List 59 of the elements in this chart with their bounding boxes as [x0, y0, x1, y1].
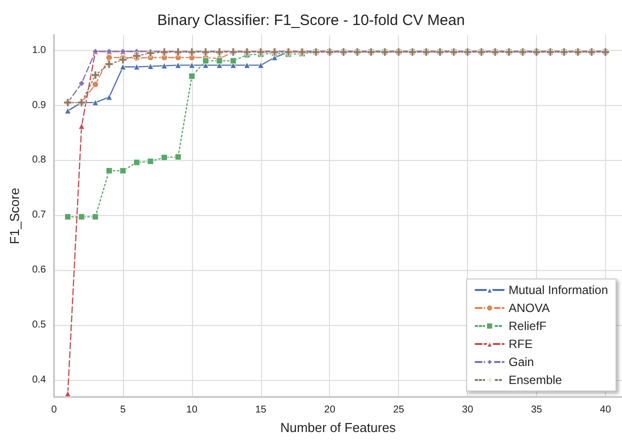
x-tick-label: 40: [600, 404, 612, 416]
point: [244, 62, 250, 68]
point: [78, 214, 85, 220]
x-tick-label: 35: [530, 404, 543, 416]
point: [64, 214, 72, 220]
point: [133, 159, 140, 166]
point: [174, 154, 182, 160]
point: [174, 62, 182, 68]
point: [78, 122, 85, 130]
point: [64, 108, 72, 114]
legend-label: ReliefF: [508, 319, 547, 333]
point: [91, 70, 100, 80]
legend-label: Ensemble: [508, 373, 562, 387]
y-tick-label: 0.8: [32, 154, 46, 166]
x-tick-label: 30: [462, 404, 474, 416]
x-tick-label: 0: [51, 404, 58, 416]
point: [147, 158, 154, 165]
point: [64, 390, 72, 397]
point: [104, 60, 114, 68]
point: [258, 62, 264, 68]
chart-title: Binary Classifier: F1_Score - 10-fold CV Mean: [157, 12, 465, 29]
point: [132, 52, 141, 60]
y-axis-title: F1_Score: [7, 188, 22, 244]
point: [92, 81, 99, 88]
point: [188, 62, 196, 68]
point: [106, 54, 112, 61]
legend-label: Gain: [508, 355, 534, 369]
x-tick-label: 10: [186, 404, 198, 416]
point: [230, 58, 236, 64]
point: [92, 214, 99, 220]
legend-label: ANOVA: [508, 301, 550, 315]
point: [202, 58, 209, 64]
point: [146, 48, 155, 58]
point: [92, 99, 99, 106]
point: [188, 72, 196, 80]
legend-label: RFE: [508, 337, 533, 351]
y-tick-label: 0.7: [32, 210, 46, 221]
x-tick-label: 25: [393, 404, 405, 416]
x-tick-label: 20: [324, 404, 336, 416]
x-axis-title: Number of Features: [280, 420, 396, 435]
point: [161, 154, 168, 161]
point: [106, 94, 112, 100]
legend-label: Mutual Information: [508, 283, 608, 297]
x-tick-label: 5: [120, 404, 126, 416]
point: [120, 167, 126, 174]
point: [147, 63, 154, 70]
point: [216, 58, 223, 64]
y-tick-label: 0.6: [32, 264, 46, 276]
point: [120, 64, 126, 70]
x-tick-label: 15: [255, 404, 267, 416]
point: [118, 55, 128, 64]
y-tick-label: 0.4: [32, 374, 46, 386]
y-tick-label: 0.5: [32, 320, 46, 331]
point: [78, 80, 85, 87]
y-tick-label: 1.0: [32, 44, 46, 56]
point: [133, 64, 140, 70]
point: [161, 62, 168, 70]
point: [106, 167, 112, 174]
y-tick-label: 0.9: [32, 100, 46, 111]
